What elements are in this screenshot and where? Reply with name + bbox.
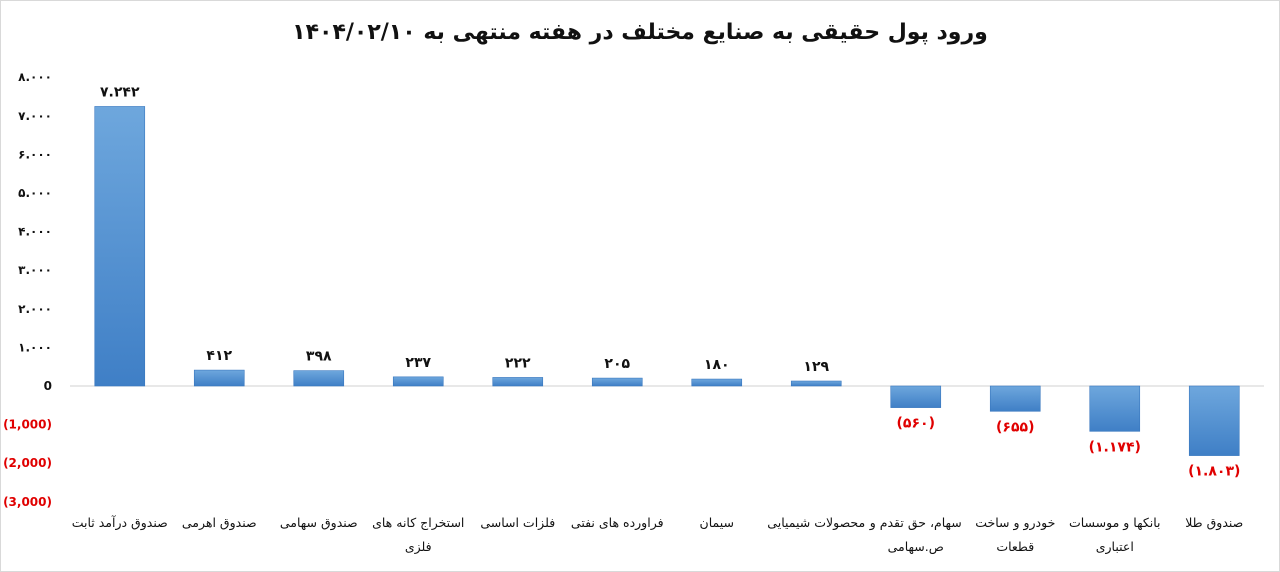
x-axis: صندوق درآمد ثابت صندوق اهرمی صندوق سهامی اس… — [72, 515, 1244, 555]
data-labels-group: ۷.۲۴۲ ۴۱۲ ۳۹۸ ۲۳۷ ۲۲۲ ۲۰۵ ۱۸۰ ۱۲۹ (۵۶۰) (۶۵۵) (۱.۱… — [100, 84, 1240, 479]
category-label: صندوق سهامی — [280, 515, 358, 531]
data-label: ۱۸۰ — [704, 357, 730, 373]
category-label: قطعات — [996, 539, 1034, 554]
bar — [392, 376, 444, 387]
bar — [492, 377, 544, 387]
category-label: صندوق درآمد ثابت — [72, 515, 168, 531]
data-label: (۱.۸۰۳) — [1188, 464, 1240, 480]
data-label: (۶۵۵) — [996, 419, 1034, 435]
category-label: بانکها و موسسات — [1069, 515, 1161, 531]
bars-group — [94, 106, 1240, 456]
y-tick-label: 0 — [44, 379, 52, 393]
y-tick-label: ۵.۰۰۰ — [18, 186, 52, 200]
data-label: ۱۲۹ — [803, 359, 829, 375]
data-label: ۷.۲۴۲ — [100, 84, 140, 100]
category-label: محصولات شیمیایی — [767, 515, 865, 531]
data-label: ۴۱۲ — [206, 348, 232, 364]
y-tick-label: (3,000) — [3, 495, 52, 509]
y-tick-label: ۸.۰۰۰ — [18, 70, 52, 84]
category-label: فلزی — [405, 539, 432, 555]
data-label: ۲۳۷ — [405, 355, 431, 371]
bar — [1188, 385, 1240, 456]
y-tick-label: ۴.۰۰۰ — [18, 225, 52, 239]
y-tick-label: ۶.۰۰۰ — [18, 147, 52, 161]
bar — [94, 106, 146, 387]
category-label: سیمان — [700, 515, 734, 530]
data-label: ۳۹۸ — [306, 349, 332, 365]
bar — [989, 385, 1041, 412]
bar — [790, 380, 842, 387]
chart-title: ورود پول حقیقی به صنایع مختلف در هفته من… — [292, 20, 988, 45]
bar — [193, 369, 245, 387]
category-label: صندوق اهرمی — [182, 515, 257, 531]
y-tick-label: ۳.۰۰۰ — [18, 263, 52, 277]
category-label: صندوق طلا — [1185, 515, 1243, 531]
y-tick-label: ۲.۰۰۰ — [18, 302, 52, 316]
bar — [293, 370, 345, 387]
bar — [890, 385, 942, 408]
y-tick-label: (1,000) — [3, 418, 52, 432]
category-label: استخراج کانه های — [372, 515, 464, 531]
category-label: فلزات اساسی — [480, 515, 555, 531]
bar — [691, 378, 743, 387]
y-tick-label: ۱.۰۰۰ — [18, 340, 52, 354]
bar — [1089, 385, 1141, 432]
y-tick-label: ۷.۰۰۰ — [18, 109, 52, 123]
y-tick-label: (2,000) — [3, 456, 52, 470]
data-label: ۲۲۲ — [505, 355, 531, 371]
category-label: فراورده های نفتی — [571, 515, 664, 531]
data-label: ۲۰۵ — [604, 356, 630, 372]
category-label: سهام، حق تقدم و — [869, 515, 962, 531]
category-label: اعتباری — [1096, 539, 1134, 555]
category-label: خودرو و ساخت — [975, 515, 1055, 531]
y-axis: ۸.۰۰۰ ۷.۰۰۰ ۶.۰۰۰ ۵.۰۰۰ ۴.۰۰۰ ۳.۰۰۰ ۲.۰۰۰ ۱.۰۰۰… — [3, 70, 52, 509]
bar — [591, 377, 643, 387]
data-label: (۱.۱۷۴) — [1089, 439, 1141, 455]
category-label: ص.سهامی — [888, 539, 944, 555]
data-label: (۵۶۰) — [897, 416, 935, 432]
